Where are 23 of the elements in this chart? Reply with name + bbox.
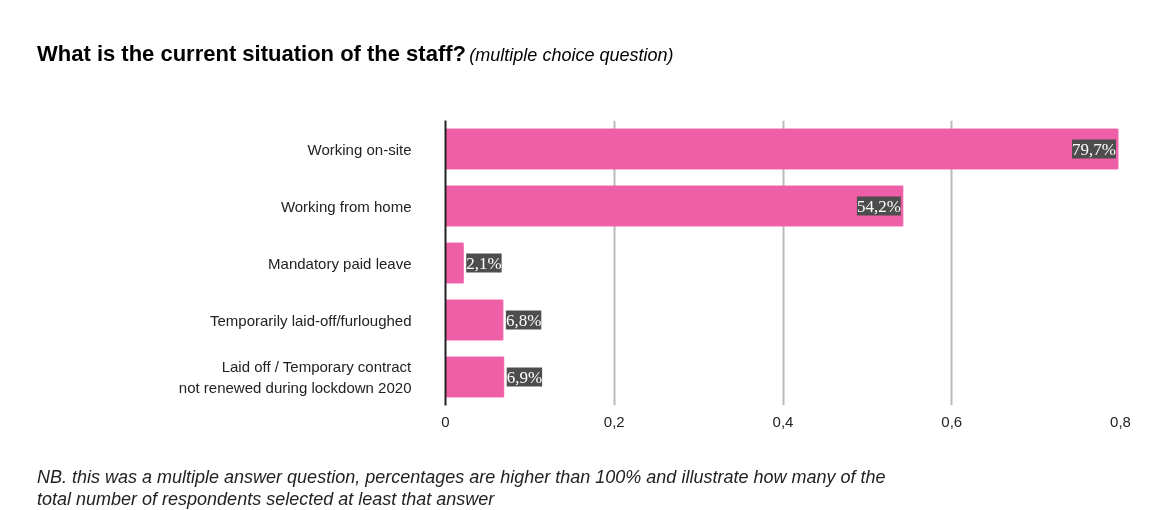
text: NB. this was a multiple answer question, percentages are higher than 100% and illustrate how many of the total number of respondents selected at least that answer [37,467,886,510]
x-tick-label: 0,6 [941,412,963,430]
text: What is the current situation of the staff? [37,41,467,66]
y-tick-label: Mandatory paid leave [268,254,412,272]
y-tick-label: Temporarily laid-off/furloughed [210,311,412,329]
data-label: 79,7% [1072,139,1116,159]
data-label: 6,8% [505,310,542,330]
x-tick-label: 0,8 [1110,412,1131,430]
y-tick-label: Working from home [280,197,412,215]
bar [445,299,504,341]
bar [445,356,505,398]
data-label: 6,9% [506,367,543,387]
bar [445,185,904,227]
y-tick-label: Laid off / Temporary contract not renewed during lockdown 2020 [178,358,413,396]
x-tick-label: 0 [441,412,450,430]
chart-subtitle: (multiple choice question) [469,45,674,65]
bar [445,128,1119,170]
x-tick-label: 0,4 [772,412,794,430]
y-tick-label: Working on-site [307,140,412,158]
bar [445,242,464,284]
data-label: 54,2% [856,196,901,216]
x-tick-label: 0,2 [603,412,625,430]
data-label: 2,1% [466,253,502,273]
